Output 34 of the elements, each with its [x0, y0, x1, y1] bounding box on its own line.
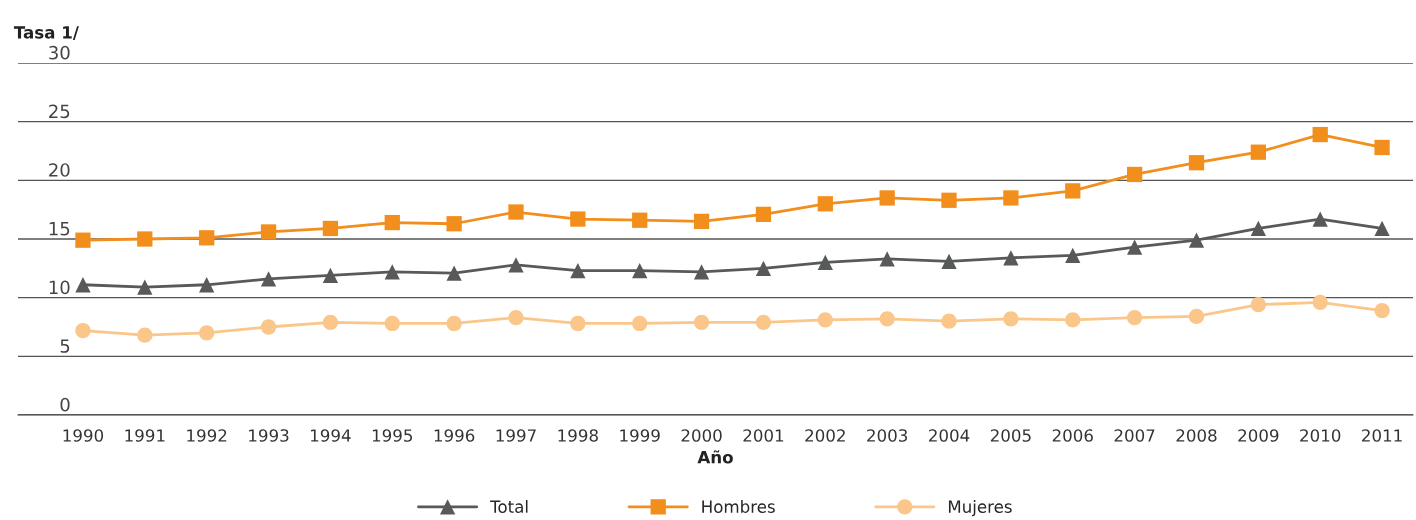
x-tick-label: 1999 [620, 429, 660, 442]
legend-label: Mujeres [948, 500, 1012, 517]
x-tick-label: 1993 [249, 429, 289, 442]
x-tick-label: 2011 [1362, 429, 1402, 442]
x-tick-label: 2004 [929, 429, 970, 442]
x-tick-label: 1998 [558, 429, 598, 442]
x-tick-label: 1994 [311, 429, 351, 442]
x-tick-label: 2001 [743, 429, 784, 442]
x-tick-label: 2003 [867, 429, 908, 442]
x-tick-label: 1997 [496, 429, 536, 442]
x-tick-label: 1995 [372, 429, 413, 442]
y-tick-label: 30 [49, 45, 70, 60]
y-tick-label: 15 [49, 222, 70, 236]
x-axis-title: Año [697, 450, 733, 464]
x-tick-label: 2007 [1114, 429, 1155, 442]
x-tick-label: 1991 [125, 429, 165, 442]
x-tick-label: 1992 [187, 429, 227, 442]
x-tick-label: 2005 [990, 429, 1031, 442]
legend-label: Total [490, 500, 528, 513]
x-tick-label: 2008 [1176, 429, 1217, 442]
x-tick-label: 2000 [681, 429, 722, 442]
x-tick-label: 2002 [805, 429, 845, 442]
y-tick-label: 10 [49, 280, 70, 295]
x-tick-label: 1990 [63, 429, 104, 442]
y-tick-label: 25 [49, 104, 70, 119]
y-tick-label: 20 [49, 163, 70, 177]
y-tick-label: 0 [60, 397, 70, 412]
legend-label: Hombres [702, 500, 775, 513]
x-tick-label: 2010 [1300, 429, 1341, 442]
x-tick-label: 1996 [434, 429, 475, 442]
y-tick-label: 5 [60, 339, 70, 353]
y-axis-title: Tasa 1/ [13, 26, 79, 40]
x-tick-label: 2006 [1052, 429, 1093, 442]
x-tick-label: 2009 [1238, 429, 1279, 442]
